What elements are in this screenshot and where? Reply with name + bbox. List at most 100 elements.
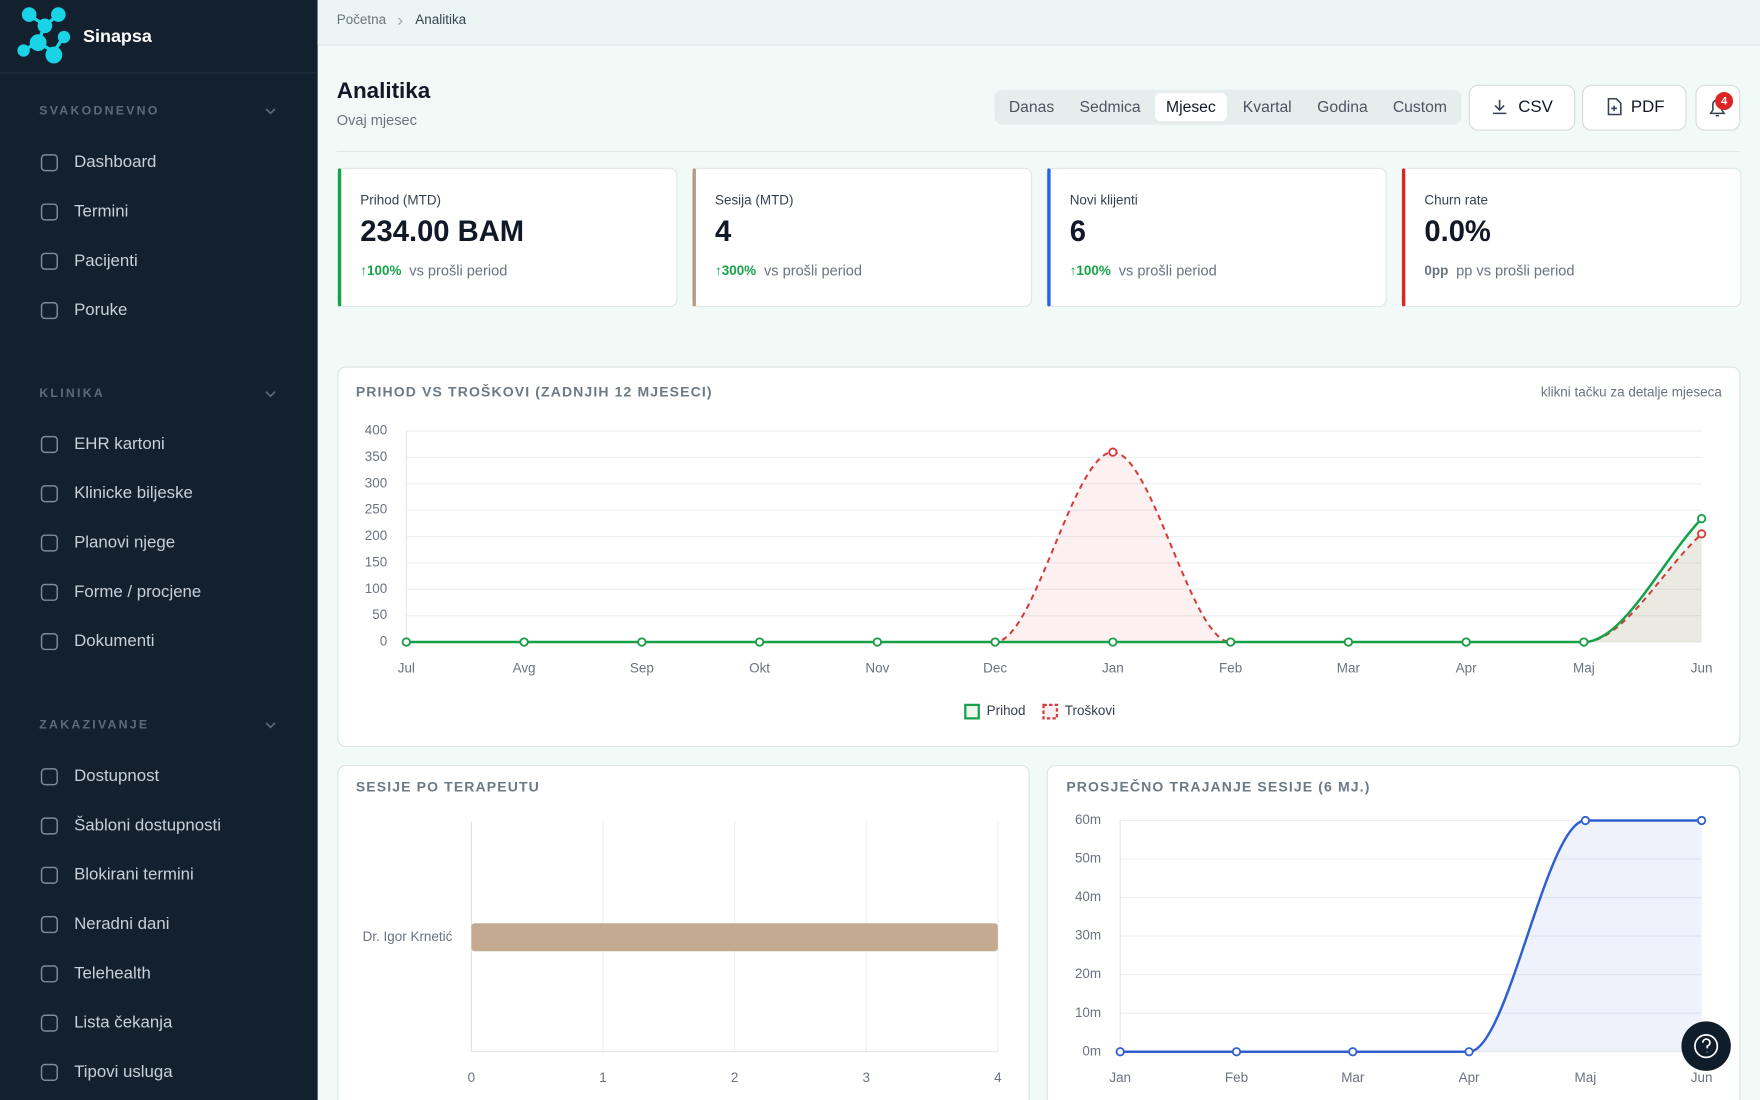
kpi-accent bbox=[1047, 168, 1051, 307]
notification-button[interactable] bbox=[1695, 84, 1741, 131]
kpi-comparison: vs prošli period bbox=[1119, 263, 1217, 279]
export-label: PDF bbox=[1631, 97, 1665, 116]
y-tick-label: 30m bbox=[1075, 928, 1101, 943]
data-point[interactable] bbox=[1108, 637, 1118, 647]
sidebar-section-title: KLINIKA bbox=[39, 386, 105, 400]
x-tick-label: Jul bbox=[398, 661, 415, 676]
x-tick-label: Jan bbox=[1102, 661, 1124, 676]
data-point[interactable] bbox=[1464, 1047, 1474, 1057]
nav-item[interactable]: Šabloni dostupnosti bbox=[74, 815, 221, 834]
x-tick-label: Apr bbox=[1459, 1070, 1480, 1085]
x-tick-label: Jun bbox=[1691, 1070, 1713, 1085]
data-point[interactable] bbox=[1231, 1047, 1242, 1057]
nav-item[interactable]: Telehealth bbox=[74, 963, 151, 982]
x-tick-label: Mar bbox=[1337, 661, 1361, 676]
brand: Sinapsa bbox=[83, 26, 153, 46]
y-tick-label: 50m bbox=[1075, 851, 1101, 866]
nav-item[interactable]: Dokumenti bbox=[74, 631, 154, 650]
x-tick-label: Dec bbox=[983, 661, 1007, 676]
nav-item[interactable]: Klinicke biljeske bbox=[74, 483, 193, 502]
nav-icon bbox=[40, 1063, 58, 1081]
breadcrumb-link[interactable]: Početna bbox=[337, 12, 387, 27]
data-point[interactable] bbox=[1697, 815, 1707, 826]
legend-label[interactable]: Prihod bbox=[987, 703, 1026, 718]
data-point[interactable] bbox=[401, 637, 411, 647]
nav-item[interactable]: Poruke bbox=[74, 300, 127, 319]
data-point[interactable] bbox=[1461, 637, 1471, 647]
data-point[interactable] bbox=[1115, 1047, 1125, 1057]
kpi-change: ↑300% bbox=[715, 263, 756, 278]
data-point[interactable] bbox=[1343, 637, 1353, 647]
nav-icon bbox=[40, 866, 58, 884]
nav-item[interactable]: EHR kartoni bbox=[74, 434, 165, 453]
nav-icon bbox=[40, 965, 58, 983]
help-button[interactable] bbox=[1681, 1021, 1731, 1071]
data-point[interactable] bbox=[990, 637, 1000, 647]
nav-icon bbox=[40, 633, 58, 651]
x-tick-label: Feb bbox=[1219, 661, 1242, 676]
data-point[interactable] bbox=[754, 637, 765, 647]
data-point[interactable] bbox=[872, 637, 882, 647]
logo bbox=[17, 7, 71, 64]
data-point[interactable] bbox=[1697, 529, 1707, 539]
nav-item[interactable]: Pacijenti bbox=[74, 251, 138, 270]
period-option[interactable]: Godina bbox=[1317, 99, 1368, 116]
period-option[interactable]: Danas bbox=[1009, 99, 1055, 116]
period-option[interactable]: Sedmica bbox=[1080, 99, 1141, 116]
x-tick-label: 0 bbox=[468, 1070, 475, 1085]
breadcrumb-current: Analitika bbox=[415, 12, 466, 27]
data-point[interactable] bbox=[1579, 637, 1589, 647]
bar[interactable] bbox=[471, 923, 998, 952]
chart-note: klikni tačku za detalje mjeseca bbox=[1541, 384, 1722, 399]
nav-item[interactable]: Blokirani termini bbox=[74, 865, 194, 884]
nav-item[interactable]: Termini bbox=[74, 201, 128, 220]
legend-swatch bbox=[964, 703, 980, 720]
period-option[interactable]: Kvartal bbox=[1243, 99, 1292, 116]
nav-item[interactable]: Planovi njege bbox=[74, 532, 175, 551]
nav-item[interactable]: Neradni dani bbox=[74, 914, 169, 933]
export-button[interactable] bbox=[1468, 84, 1576, 131]
y-tick-label: 20m bbox=[1075, 966, 1101, 981]
chart-title: PRIHOD VS TROŠKOVI (ZADNJIH 12 MJESECI) bbox=[356, 383, 713, 400]
nav-item[interactable]: Dashboard bbox=[74, 152, 156, 171]
period-option[interactable]: Mjesec bbox=[1166, 99, 1216, 116]
y-tick-label: 150 bbox=[365, 554, 387, 569]
y-tick-label: 60m bbox=[1075, 812, 1101, 827]
data-point[interactable] bbox=[519, 637, 529, 647]
chart-card bbox=[1046, 764, 1741, 1100]
nav-icon bbox=[40, 203, 58, 221]
kpi-change: ↑100% bbox=[1070, 263, 1111, 278]
kpi-change: 0pp bbox=[1424, 263, 1448, 278]
nav-item[interactable]: Tipovi usluga bbox=[74, 1062, 173, 1081]
data-point[interactable] bbox=[1580, 815, 1590, 826]
section-chevron bbox=[265, 391, 276, 398]
sidebar-section-title: SVAKODNEVNO bbox=[39, 103, 159, 117]
x-tick-label: Jan bbox=[1109, 1070, 1131, 1085]
nav-item[interactable]: Dostupnost bbox=[74, 766, 159, 785]
period-switch bbox=[994, 89, 1462, 125]
x-tick-label: 4 bbox=[994, 1070, 1002, 1085]
page-title: Analitika bbox=[337, 78, 431, 103]
data-point[interactable] bbox=[1348, 1047, 1358, 1057]
legend-label[interactable]: Troškovi bbox=[1065, 703, 1115, 718]
nav-icon bbox=[40, 154, 58, 172]
x-tick-label: 3 bbox=[863, 1070, 870, 1085]
kpi-change: ↑100% bbox=[360, 263, 401, 278]
data-point[interactable] bbox=[1697, 513, 1707, 524]
data-point[interactable] bbox=[637, 637, 647, 647]
x-tick-label: Nov bbox=[865, 661, 889, 676]
export-button[interactable] bbox=[1582, 84, 1687, 131]
nav-icon bbox=[40, 301, 58, 320]
kpi-comparison: vs prošli period bbox=[409, 263, 507, 279]
x-tick-label: 2 bbox=[731, 1070, 738, 1085]
nav-item[interactable]: Lista čekanja bbox=[74, 1013, 173, 1032]
data-point[interactable] bbox=[1226, 637, 1236, 647]
notification-count: 4 bbox=[1721, 96, 1728, 108]
export-icon bbox=[1607, 97, 1622, 116]
period-option[interactable]: Custom bbox=[1393, 99, 1447, 116]
legend-swatch bbox=[1042, 703, 1059, 720]
y-tick-label: 200 bbox=[365, 528, 387, 543]
nav-item[interactable]: Forme / procjene bbox=[74, 582, 201, 601]
data-point[interactable] bbox=[1108, 447, 1118, 457]
